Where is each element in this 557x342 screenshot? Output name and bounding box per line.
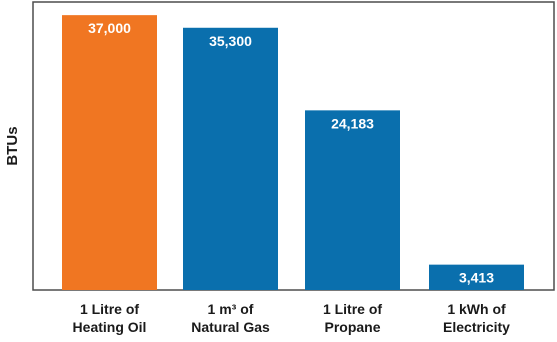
bar-3 xyxy=(305,110,400,290)
bar-1 xyxy=(62,15,157,291)
bar-4 xyxy=(429,264,524,290)
bar-value-label-1: 37,000 xyxy=(88,20,131,36)
category-label-2: 1 m³ of Natural Gas xyxy=(191,301,270,335)
category-label-3: 1 Litre of Propane xyxy=(323,301,382,335)
bar-2 xyxy=(183,27,278,291)
bars-group: 37,000 35,300 24,183 3,413 xyxy=(62,15,524,291)
category-label-4: 1 kWh of Electricity xyxy=(443,301,510,335)
bar-value-label-2: 35,300 xyxy=(209,33,252,49)
bar-value-label-3: 24,183 xyxy=(331,115,374,131)
plot-frame xyxy=(32,1,555,291)
bar-value-label-4: 3,413 xyxy=(459,270,494,286)
y-axis-title: BTUs xyxy=(4,126,21,165)
category-label-1: 1 Litre of Heating Oil xyxy=(73,301,147,335)
category-labels-group: 1 Litre of Heating Oil 1 m³ of Natural Gas 1… xyxy=(73,301,511,335)
